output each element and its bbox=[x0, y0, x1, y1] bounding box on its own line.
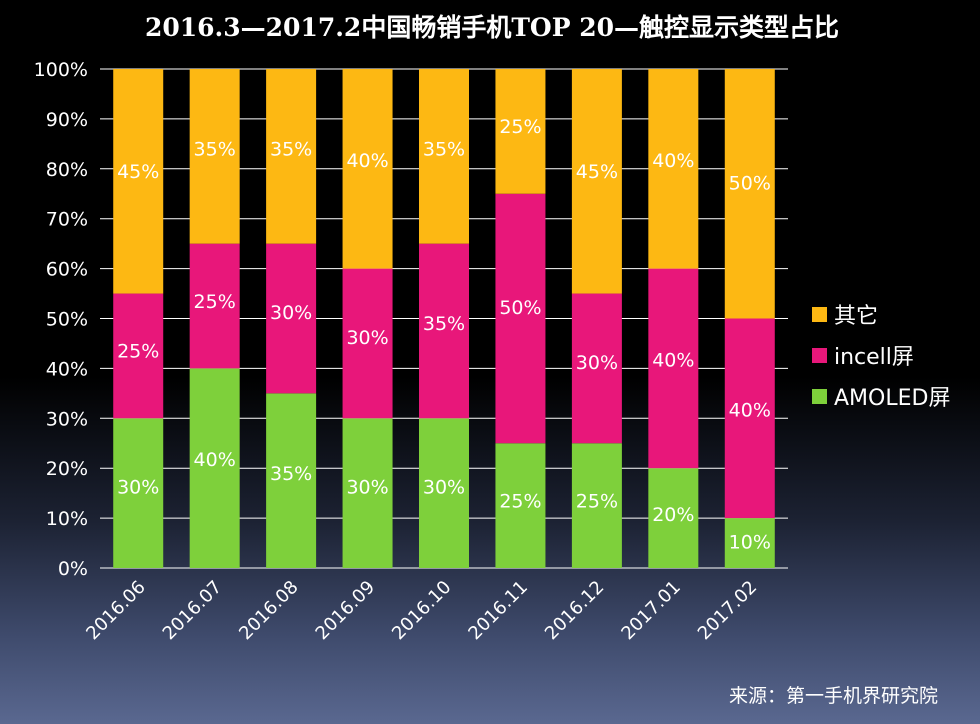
legend: 其它 incell屏 AMOLED屏 bbox=[812, 304, 950, 411]
legend-label: 其它 bbox=[834, 304, 878, 329]
data-label: 35% bbox=[270, 139, 312, 161]
bar-segment bbox=[266, 393, 317, 568]
x-tick-label: 2017.02 bbox=[694, 577, 761, 644]
data-label: 30% bbox=[270, 302, 312, 324]
data-label: 25% bbox=[576, 490, 618, 512]
bar-segment bbox=[113, 293, 164, 419]
bar-segment bbox=[113, 69, 164, 294]
bar-segment bbox=[342, 69, 393, 269]
bar-segment bbox=[266, 243, 317, 394]
y-tick-label: 30% bbox=[46, 408, 88, 430]
data-label: 25% bbox=[499, 116, 541, 138]
data-label: 40% bbox=[194, 449, 236, 471]
data-labels: 30% 25% 45% 40% 25% 35% 35% 30% 35% 30% 30% 40% 30% 3… bbox=[117, 116, 771, 553]
data-label: 40% bbox=[346, 150, 388, 172]
data-label: 35% bbox=[194, 139, 236, 161]
y-tick-label: 10% bbox=[46, 508, 88, 530]
x-tick-label: 2016.07 bbox=[159, 577, 226, 644]
data-label: 30% bbox=[346, 327, 388, 349]
bar-segment bbox=[495, 443, 546, 568]
x-tick-label: 2016.12 bbox=[541, 577, 608, 644]
legend-swatch bbox=[812, 389, 827, 404]
chart-title: 2016.3—2017.2中国畅销手机TOP 20—触控显示类型占比 bbox=[145, 13, 839, 42]
legend-swatch bbox=[812, 348, 827, 363]
y-tick-label: 60% bbox=[46, 259, 88, 281]
bar-segment bbox=[266, 69, 317, 244]
bar-segment bbox=[189, 368, 240, 568]
bar-segment bbox=[724, 318, 775, 519]
data-label: 25% bbox=[117, 341, 159, 363]
bar-segment bbox=[189, 69, 240, 244]
y-tick-label: 90% bbox=[46, 109, 88, 131]
bar-segment bbox=[724, 518, 775, 568]
y-tick-label: 0% bbox=[58, 558, 88, 580]
bar-segment bbox=[648, 69, 699, 269]
bar-segment bbox=[419, 69, 469, 244]
data-label: 25% bbox=[194, 291, 236, 313]
source-note: 来源：第一手机界研究院 bbox=[728, 685, 938, 707]
data-label: 20% bbox=[652, 504, 694, 526]
bar-segment bbox=[724, 69, 775, 319]
data-label: 10% bbox=[729, 532, 771, 554]
bar-segment bbox=[495, 193, 546, 444]
x-tick-label: 2016.11 bbox=[464, 577, 531, 644]
data-label: 25% bbox=[499, 490, 541, 512]
x-tick-label: 2017.01 bbox=[617, 577, 684, 644]
bar-segment bbox=[648, 268, 699, 469]
x-tick-label: 2016.10 bbox=[388, 577, 455, 644]
bar-segment bbox=[419, 418, 469, 568]
data-label: 30% bbox=[117, 477, 159, 499]
y-tick-label: 50% bbox=[46, 309, 88, 331]
y-tick-label: 100% bbox=[34, 59, 88, 81]
legend-label: incell屏 bbox=[834, 345, 914, 370]
bar-segment bbox=[571, 443, 622, 568]
bars bbox=[113, 69, 775, 568]
x-tick-label: 2016.08 bbox=[235, 577, 302, 644]
bar-segment bbox=[342, 268, 393, 419]
data-label: 30% bbox=[423, 477, 465, 499]
y-tick-label: 70% bbox=[46, 209, 88, 231]
x-tick-label: 2016.09 bbox=[312, 577, 379, 644]
y-tick-label: 40% bbox=[46, 358, 88, 380]
legend-swatch bbox=[812, 307, 827, 322]
bar-segment bbox=[571, 293, 622, 444]
data-label: 30% bbox=[576, 352, 618, 374]
bar-segment bbox=[571, 69, 622, 294]
data-label: 45% bbox=[576, 161, 618, 183]
x-tick-label: 2016.06 bbox=[82, 577, 149, 644]
y-tick-label: 80% bbox=[46, 159, 88, 181]
bar-segment bbox=[342, 418, 393, 568]
data-label: 40% bbox=[729, 399, 771, 421]
bar-segment bbox=[419, 243, 469, 419]
data-label: 30% bbox=[346, 477, 388, 499]
x-axis: 2016.06 2016.07 2016.08 2016.09 2016.10 2016.… bbox=[82, 577, 761, 644]
bar-segment bbox=[495, 69, 546, 194]
bar-segment bbox=[113, 418, 164, 568]
data-label: 35% bbox=[423, 139, 465, 161]
data-label: 35% bbox=[423, 313, 465, 335]
data-label: 35% bbox=[270, 463, 312, 485]
data-label: 40% bbox=[652, 150, 694, 172]
legend-label: AMOLED屏 bbox=[834, 386, 950, 411]
data-label: 40% bbox=[652, 349, 694, 371]
y-tick-label: 20% bbox=[46, 458, 88, 480]
data-label: 50% bbox=[499, 297, 541, 319]
data-label: 45% bbox=[117, 161, 159, 183]
bar-segment bbox=[648, 468, 699, 568]
data-label: 50% bbox=[729, 172, 771, 194]
bar-segment bbox=[189, 243, 240, 369]
